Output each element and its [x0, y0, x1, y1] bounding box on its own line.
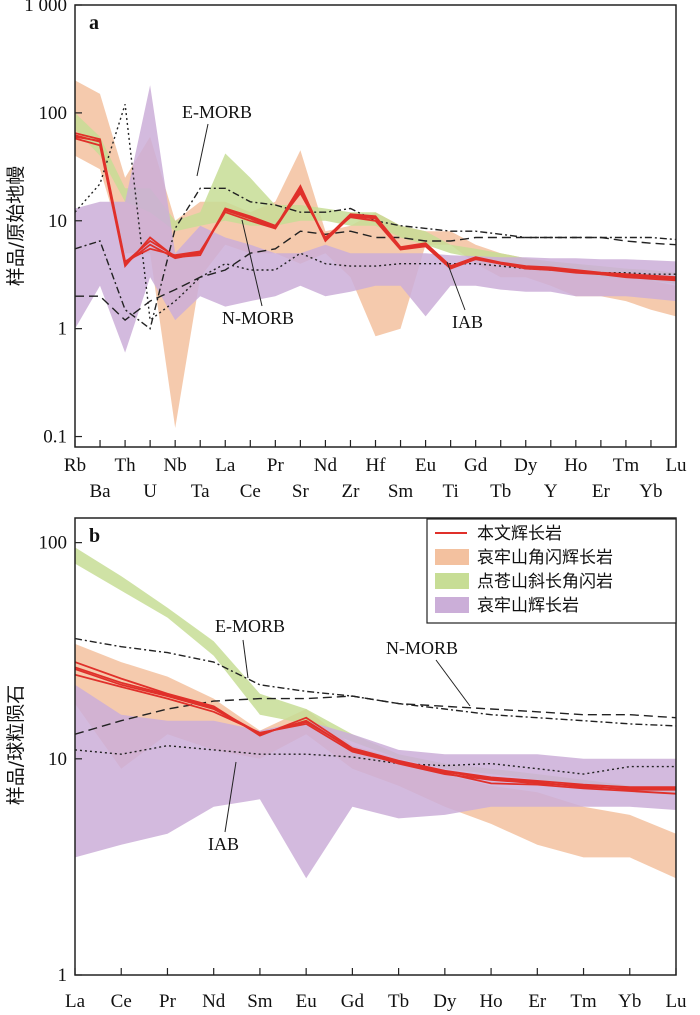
x-tick-label: Dy	[433, 991, 457, 1012]
leader-line	[446, 261, 466, 311]
x-tick-label: Gd	[341, 991, 365, 1012]
sample-series-4	[75, 666, 676, 790]
legend-swatch-band	[435, 549, 469, 565]
x-tick-label: Dy	[514, 455, 538, 476]
x-tick-label: Ti	[443, 481, 459, 502]
annotation-iab: IAB	[208, 834, 239, 854]
x-tick-label: Th	[115, 455, 137, 476]
x-tick-label: Nb	[164, 455, 187, 476]
legend-entry-label: 哀牢山角闪辉长岩	[477, 548, 613, 568]
x-tick-label: Hf	[365, 455, 386, 476]
band-ailaoshan-gabbro	[75, 85, 676, 353]
x-tick-label: Sm	[388, 481, 414, 502]
sample-series-3	[75, 137, 676, 282]
x-tick-label: Yb	[618, 991, 641, 1012]
y-tick-label: 1	[58, 965, 68, 986]
x-tick-label: Pr	[159, 991, 177, 1012]
x-tick-label: Ce	[240, 481, 261, 502]
y-tick-label: 10	[48, 749, 67, 770]
reference-line-iab	[75, 104, 676, 322]
x-tick-label: Ce	[111, 991, 132, 1012]
leader-line	[435, 659, 471, 707]
legend-entry-label: 哀牢山辉长岩	[477, 596, 579, 616]
x-tick-label: Pr	[267, 455, 285, 476]
band-ailaoshan-gabbro	[75, 684, 676, 879]
band-diancangshan-plagioclase-amphibolite	[75, 112, 676, 284]
annotation-e-morb: E-MORB	[182, 102, 252, 122]
x-tick-label: Yb	[639, 481, 662, 502]
x-tick-label: Ta	[191, 481, 210, 502]
x-tick-label: Ho	[479, 991, 502, 1012]
panel-b-ree-diagram: 1 10 100 La Ce Pr Nd Sm Eu Gd Tb Dy Ho Er Tm Yb Lu b 样品/球粒…	[5, 517, 687, 1012]
y-tick-label: 1 000	[24, 0, 67, 16]
leader-line	[241, 219, 263, 307]
sample-series-3	[75, 673, 676, 795]
x-tick-label: Sr	[292, 481, 310, 502]
x-tick-label: Lu	[665, 455, 687, 476]
x-tick-label: Sm	[247, 991, 273, 1012]
x-tick-label: Nd	[314, 455, 338, 476]
x-tick-label: Ho	[564, 455, 587, 476]
y-tick-label: 100	[39, 533, 68, 554]
x-tick-label: Er	[592, 481, 611, 502]
leader-line	[224, 761, 237, 833]
legend-swatch-band	[435, 597, 469, 613]
annotation-n-morb: N-MORB	[386, 638, 458, 658]
plot-area	[75, 80, 676, 429]
sample-series-4	[75, 134, 676, 279]
reference-line-iab	[75, 744, 676, 775]
reference-line-e-morb	[75, 637, 676, 727]
y-tick-label: 10	[48, 211, 67, 232]
y-tick-label: 1	[58, 319, 68, 340]
x-tick-label: Tb	[490, 481, 511, 502]
x-tick-label: Rb	[64, 455, 86, 476]
x-tick-label: Ba	[89, 481, 111, 502]
annotation-e-morb: E-MORB	[215, 616, 285, 636]
x-tick-label: La	[215, 455, 236, 476]
x-tick-label: Y	[544, 481, 558, 502]
y-tick-label: 100	[39, 103, 68, 124]
x-tick-label: La	[65, 991, 86, 1012]
legend-entry-label: 本文辉长岩	[477, 524, 562, 544]
y-axis-label: 样品/球粒陨石	[5, 685, 27, 805]
x-tick-label: Zr	[341, 481, 360, 502]
x-tick-label: Tb	[388, 991, 409, 1012]
x-tick-label: Nd	[202, 991, 226, 1012]
reference-line-n-morb	[75, 230, 676, 322]
legend-entry-label: 点苍山斜长角闪岩	[477, 572, 613, 592]
x-tick-label: Eu	[415, 455, 437, 476]
annotation-iab: IAB	[452, 312, 483, 332]
leader-line	[196, 123, 209, 177]
x-tick-label: Gd	[464, 455, 488, 476]
x-tick-label: Tm	[613, 455, 640, 476]
plot-area	[75, 547, 676, 879]
x-tick-label: Tm	[570, 991, 597, 1012]
leader-line	[242, 639, 249, 679]
y-axis-label: 样品/原始地幔	[5, 166, 27, 286]
legend-swatch-band	[435, 573, 469, 589]
reference-line-n-morb	[75, 695, 676, 735]
panel-letter: a	[89, 12, 99, 34]
plot-frame	[74, 517, 677, 976]
x-tick-label: Lu	[665, 991, 687, 1012]
x-tick-label: Er	[528, 991, 547, 1012]
x-tick-label: U	[143, 481, 157, 502]
x-tick-label: Eu	[296, 991, 318, 1012]
annotation-n-morb: N-MORB	[222, 308, 294, 328]
y-tick-label: 0.1	[43, 427, 67, 448]
panel-letter: b	[89, 525, 100, 547]
